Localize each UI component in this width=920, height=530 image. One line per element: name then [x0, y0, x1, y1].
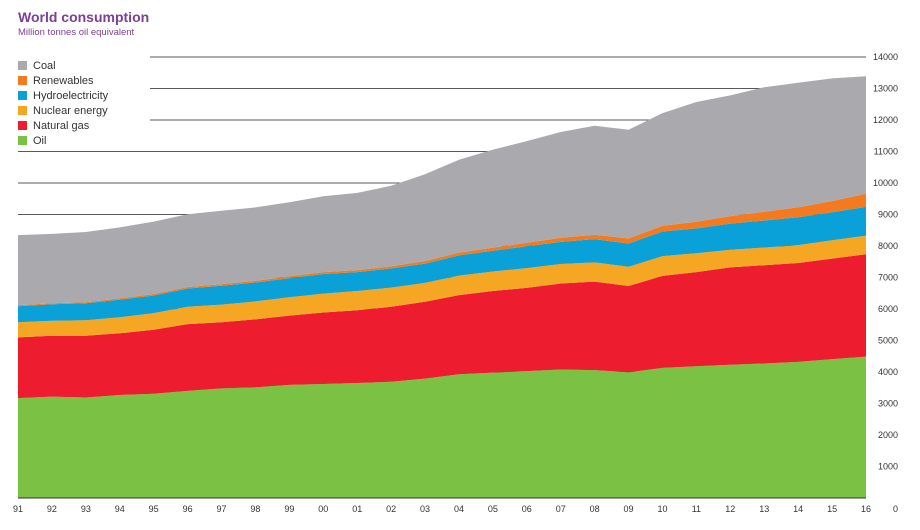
legend-item-hydroelectricity: Hydroelectricity	[18, 88, 108, 103]
area-natural-gas	[18, 254, 866, 399]
x-tick-label: 93	[81, 504, 91, 514]
legend-item-natural-gas: Natural gas	[18, 118, 108, 133]
x-tick-label: 03	[420, 504, 430, 514]
x-tick-label: 05	[488, 504, 498, 514]
x-tick-label: 99	[284, 504, 294, 514]
area-oil	[18, 356, 866, 498]
legend-label: Nuclear energy	[33, 104, 108, 117]
x-tick-label: 94	[115, 504, 125, 514]
legend-label: Natural gas	[33, 119, 90, 132]
x-tick-label: 98	[250, 504, 260, 514]
x-tick-label: 08	[590, 504, 600, 514]
legend-swatch	[18, 106, 27, 115]
legend-label: Oil	[33, 134, 47, 147]
y-tick-label: 7000	[878, 273, 898, 283]
x-tick-label: 92	[47, 504, 57, 514]
x-tick-label: 91	[13, 504, 23, 514]
x-tick-label: 97	[217, 504, 227, 514]
x-tick-label: 11	[692, 504, 701, 514]
y-tick-label: 0	[893, 504, 898, 514]
y-tick-label: 5000	[878, 336, 898, 346]
x-tick-label: 16	[861, 504, 871, 514]
x-tick-label: 13	[759, 504, 769, 514]
legend-swatch	[18, 76, 27, 85]
legend-swatch	[18, 91, 27, 100]
legend-item-renewables: Renewables	[18, 73, 108, 88]
x-tick-label: 15	[827, 504, 837, 514]
x-tick-label: 04	[454, 504, 464, 514]
y-tick-label: 1000	[878, 462, 898, 472]
y-tick-label: 4000	[878, 367, 898, 377]
chart-subtitle: Million tonnes oil equivalent	[18, 27, 135, 38]
x-tick-label: 07	[556, 504, 566, 514]
x-tick-label: 06	[522, 504, 532, 514]
x-tick-label: 10	[657, 504, 667, 514]
legend-label: Renewables	[33, 74, 94, 87]
x-tick-label: 95	[149, 504, 159, 514]
legend-label: Hydroelectricity	[33, 89, 109, 102]
y-tick-label: 2000	[878, 430, 898, 440]
area-coal	[18, 76, 866, 306]
y-tick-label: 10000	[873, 178, 898, 188]
chart-title: World consumption	[18, 9, 150, 25]
legend-swatch	[18, 136, 27, 145]
legend-swatch	[18, 121, 27, 130]
y-tick-label: 12000	[873, 115, 898, 125]
area-hydroelectricity	[18, 206, 866, 323]
legend-item-oil: Oil	[18, 133, 108, 148]
x-tick-label: 00	[318, 504, 328, 514]
y-tick-label: 11000	[874, 147, 898, 157]
y-tick-label: 13000	[873, 84, 898, 94]
legend-swatch	[18, 61, 27, 70]
y-tick-label: 9000	[878, 210, 898, 220]
y-tick-label: 6000	[878, 304, 898, 314]
chart-legend: Coal Renewables Hydroelectricity Nuclear en…	[18, 58, 108, 148]
x-tick-label: 09	[624, 504, 634, 514]
x-tick-label: 01	[352, 504, 362, 514]
x-tick-label: 96	[183, 504, 193, 514]
y-tick-label: 8000	[878, 241, 898, 251]
y-tick-label: 14000	[873, 52, 898, 62]
legend-label: Coal	[33, 59, 56, 72]
legend-item-nuclear-energy: Nuclear energy	[18, 103, 108, 118]
legend-item-coal: Coal	[18, 58, 108, 73]
area-nuclear-energy	[18, 235, 866, 338]
x-tick-label: 12	[725, 504, 735, 514]
x-tick-label: 02	[386, 504, 396, 514]
y-tick-label: 3000	[878, 399, 898, 409]
x-tick-label: 14	[793, 504, 803, 514]
